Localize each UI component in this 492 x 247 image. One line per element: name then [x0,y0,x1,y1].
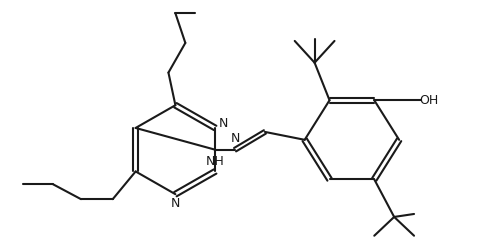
Text: N: N [218,117,228,130]
Text: N: N [171,197,180,210]
Text: OH: OH [419,94,438,107]
Text: N: N [230,132,240,145]
Text: NH: NH [206,155,224,168]
